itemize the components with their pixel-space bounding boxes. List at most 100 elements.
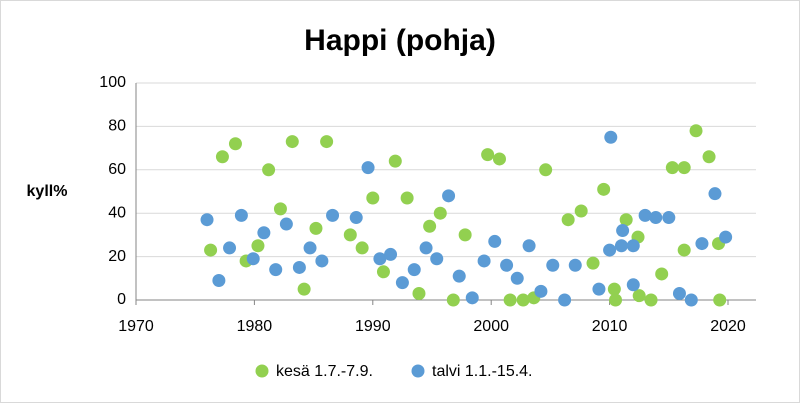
point — [619, 213, 633, 227]
x-tick-label: 2020 — [710, 318, 746, 335]
point — [702, 150, 716, 164]
point — [708, 187, 722, 201]
point — [574, 204, 588, 218]
point — [539, 163, 553, 177]
point — [604, 130, 618, 144]
point — [644, 293, 658, 307]
point — [719, 230, 733, 244]
point — [558, 293, 572, 307]
point — [561, 213, 575, 227]
point — [251, 239, 265, 253]
y-tick-label: 60 — [108, 161, 126, 178]
point — [419, 241, 433, 255]
point — [713, 293, 727, 307]
point — [672, 286, 686, 300]
point — [626, 239, 640, 253]
point — [452, 269, 466, 283]
point — [516, 293, 530, 307]
point — [649, 211, 663, 225]
x-tick-label: 2000 — [473, 318, 509, 335]
point — [522, 239, 536, 253]
point — [285, 135, 299, 149]
point — [292, 260, 306, 274]
point — [376, 265, 390, 279]
point — [395, 276, 409, 290]
point — [488, 234, 502, 248]
point — [355, 241, 369, 255]
point — [309, 221, 323, 235]
point — [234, 208, 248, 222]
point — [269, 263, 283, 277]
point — [262, 163, 276, 177]
point — [695, 237, 709, 251]
point — [632, 289, 646, 303]
point — [609, 293, 623, 307]
point — [603, 243, 617, 257]
point — [228, 137, 242, 151]
point — [492, 152, 506, 166]
x-tick-label: 2010 — [592, 318, 628, 335]
point — [326, 208, 340, 222]
point — [349, 211, 363, 225]
point — [273, 202, 287, 216]
point — [568, 258, 582, 272]
point — [412, 286, 426, 300]
point — [689, 124, 703, 138]
point — [423, 219, 437, 233]
point — [481, 148, 495, 162]
legend-label: talvi 1.1.-15.4. — [432, 363, 533, 380]
point — [500, 258, 514, 272]
point — [607, 282, 621, 296]
point — [534, 284, 548, 298]
y-tick-label: 20 — [108, 248, 126, 265]
point — [384, 247, 398, 261]
point — [246, 252, 260, 266]
point — [616, 224, 630, 238]
point — [361, 161, 375, 175]
point — [446, 293, 460, 307]
legend-marker — [255, 364, 269, 378]
chart-title: Happi (pohja) — [304, 24, 496, 57]
x-tick-label: 1980 — [237, 318, 273, 335]
point — [388, 154, 402, 168]
point — [297, 282, 311, 296]
legend-label: kesä 1.7.-7.9. — [276, 363, 373, 380]
point — [366, 191, 380, 205]
point — [655, 267, 669, 281]
point — [684, 293, 698, 307]
y-tick-label: 80 — [108, 118, 126, 135]
point — [303, 241, 317, 255]
point — [662, 211, 676, 225]
point — [204, 243, 218, 257]
point — [373, 252, 387, 266]
point — [257, 226, 271, 240]
legend-marker — [411, 364, 425, 378]
point — [626, 278, 640, 292]
y-axis-label: kyll% — [27, 183, 68, 200]
y-tick-label: 40 — [108, 204, 126, 221]
x-tick-label: 1990 — [355, 318, 391, 335]
point — [343, 228, 357, 242]
point — [320, 135, 334, 149]
point — [677, 161, 691, 175]
point — [510, 271, 524, 285]
point — [400, 191, 414, 205]
point — [638, 208, 652, 222]
point — [614, 239, 628, 253]
point — [546, 258, 560, 272]
point — [465, 291, 479, 305]
point — [215, 150, 229, 164]
point — [279, 217, 293, 231]
point — [586, 256, 600, 270]
point — [433, 206, 447, 220]
y-tick-label: 100 — [99, 74, 126, 91]
point — [665, 161, 679, 175]
point — [212, 273, 226, 287]
point — [477, 254, 491, 268]
point — [223, 241, 237, 255]
point — [407, 263, 421, 277]
x-tick-label: 1970 — [118, 318, 154, 335]
y-tick-label: 0 — [117, 291, 126, 308]
point — [315, 254, 329, 268]
